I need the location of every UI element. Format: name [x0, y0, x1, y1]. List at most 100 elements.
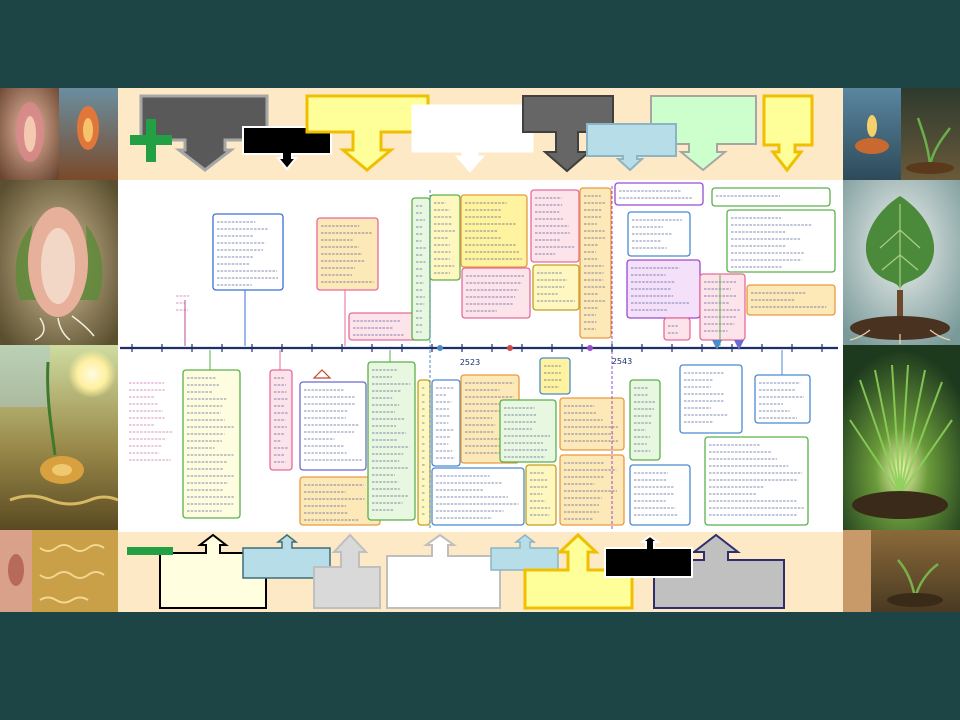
callout-light-green-down — [650, 95, 757, 172]
note-box — [429, 194, 461, 281]
plant-soil — [887, 593, 943, 607]
note-box — [176, 295, 190, 311]
note-box-frame — [559, 454, 625, 526]
note-box — [532, 264, 580, 311]
note-box-frame — [182, 369, 241, 519]
timeline-image: 2523 2543 — [118, 180, 843, 532]
note-box — [754, 374, 811, 424]
event-dot — [587, 345, 593, 351]
note-box — [559, 397, 625, 451]
ground-swirl — [9, 494, 119, 506]
note-box-frame — [525, 464, 557, 526]
note-box-frame — [212, 213, 284, 291]
yellow-texture — [39, 544, 105, 604]
year-label-2523: 2523 — [460, 358, 480, 367]
year-label-2543: 2543 — [612, 357, 632, 366]
note-box — [679, 364, 743, 434]
callout-light-blue-up — [242, 534, 331, 579]
note-box — [182, 369, 241, 519]
note-box — [525, 464, 557, 526]
note-box — [299, 381, 367, 471]
golden-seed-core — [52, 464, 72, 476]
note-box — [461, 267, 531, 319]
note-box-frame — [754, 374, 811, 424]
note-box-frame — [726, 209, 836, 273]
note-box-frame — [460, 194, 528, 268]
note-box — [626, 259, 701, 319]
note-box — [269, 369, 293, 471]
triangle-marker — [734, 340, 744, 350]
callout-black-up — [604, 534, 693, 578]
note-box — [629, 379, 661, 461]
event-dot — [507, 345, 513, 351]
note-box — [726, 209, 836, 273]
colorful-patch — [843, 530, 871, 612]
note-box-frame — [367, 361, 416, 521]
grass-soil — [852, 491, 948, 519]
callout-light-gray-up — [313, 533, 381, 609]
note-box — [629, 464, 691, 526]
note-box-frame — [746, 284, 836, 316]
small-sprout — [916, 117, 951, 166]
note-box-frame — [614, 182, 704, 206]
event-dot — [437, 345, 443, 351]
top-callouts — [139, 94, 814, 173]
note-box — [431, 379, 461, 467]
triangle-marker — [712, 340, 722, 350]
seed-roots — [34, 315, 95, 341]
large-seed-core — [41, 228, 75, 304]
tree-trunk — [897, 290, 903, 320]
note-box-frame — [699, 273, 746, 341]
sprout-soil — [906, 162, 954, 174]
note-box — [627, 211, 691, 257]
note-box-frame — [299, 381, 367, 471]
note-box — [663, 317, 691, 341]
note-box-frame — [579, 187, 612, 339]
note-box — [129, 382, 174, 461]
note-box — [699, 273, 746, 341]
note-box-frame — [431, 467, 525, 526]
orange-flame-core — [83, 118, 93, 142]
timeline-connectors — [184, 186, 783, 530]
note-box-frame — [461, 267, 531, 319]
minus-icon — [127, 547, 173, 555]
bottom-callouts — [159, 532, 785, 610]
timeline-markers — [312, 340, 744, 379]
right-art-strip — [843, 88, 960, 612]
plus-icon — [130, 119, 172, 162]
note-box — [614, 182, 704, 206]
note-box — [559, 454, 625, 526]
tree-soil — [850, 316, 950, 340]
note-box — [499, 399, 557, 463]
house-marker — [312, 369, 332, 379]
note-box-frame — [629, 379, 661, 461]
note-box-frame — [629, 464, 691, 526]
note-box-frame — [711, 187, 831, 207]
note-box — [299, 476, 381, 526]
callout-white-down — [411, 104, 534, 173]
timeline-notes — [129, 182, 836, 526]
tree-roots — [849, 329, 951, 344]
left-art-strip — [0, 88, 119, 612]
note-box — [704, 436, 809, 526]
callout-light-blue-down — [586, 123, 677, 172]
note-box-frame — [663, 317, 691, 341]
note-box — [316, 217, 379, 291]
oil-lamp — [855, 138, 889, 154]
note-box-frame — [269, 369, 293, 471]
note-box-frame — [559, 397, 625, 451]
pink-seed-core — [24, 116, 36, 152]
grass-blades — [849, 364, 953, 496]
note-box — [212, 213, 284, 291]
note-box-frame — [704, 436, 809, 526]
note-box-frame — [532, 264, 580, 311]
callout-gray-up — [653, 533, 785, 609]
note-box — [460, 194, 528, 268]
sky-patch — [0, 345, 50, 407]
callout-black-down — [242, 126, 332, 171]
note-box — [530, 189, 580, 263]
note-box — [411, 197, 431, 341]
note-box-frame — [499, 399, 557, 463]
